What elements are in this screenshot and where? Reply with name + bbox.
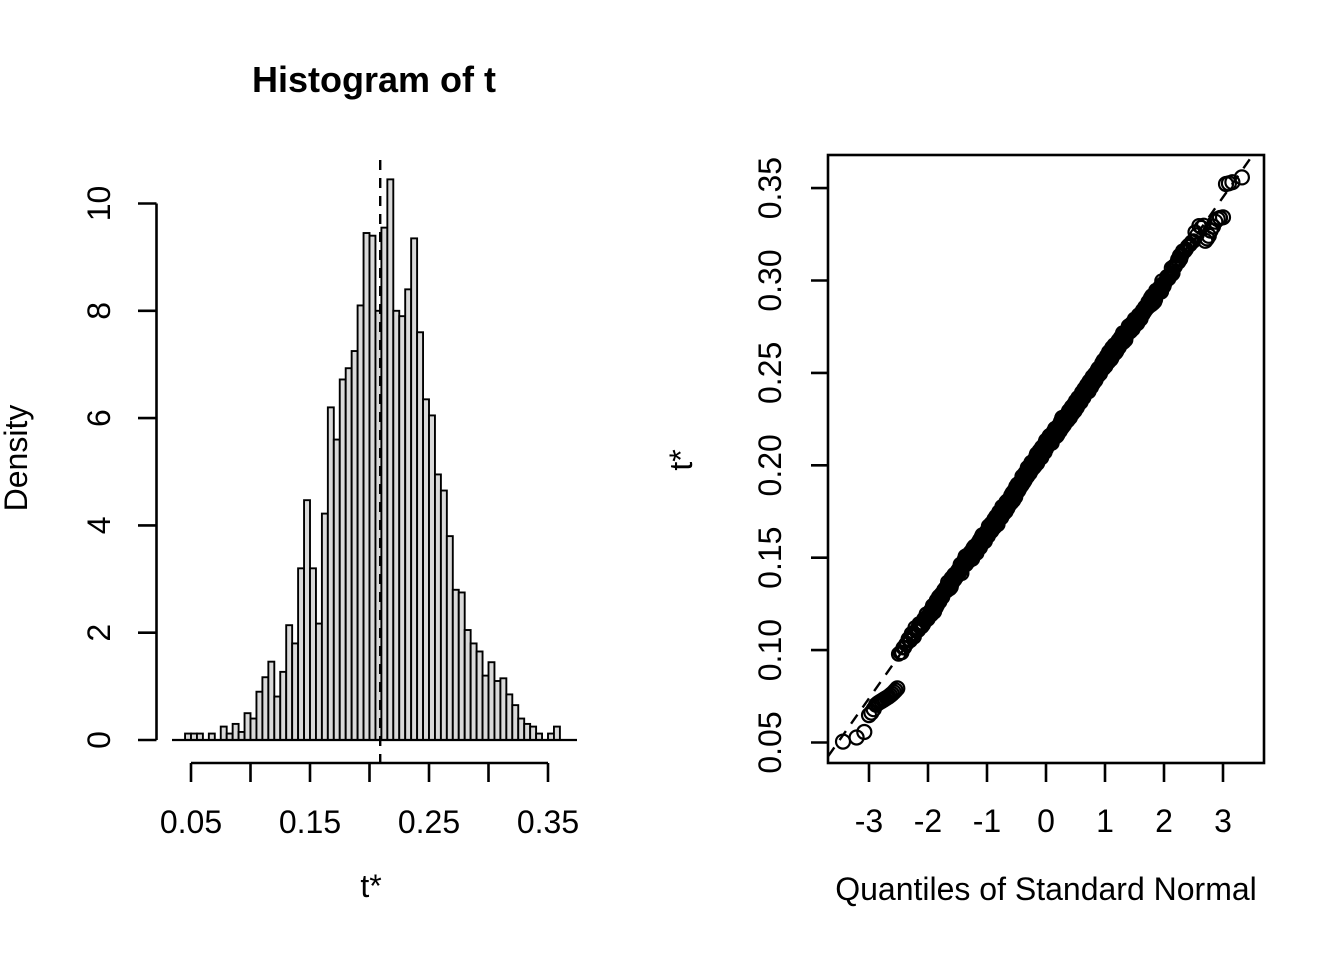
qq-x-tick-label: 2: [1155, 803, 1173, 839]
qq-tail-point: [887, 682, 904, 699]
qq-tail-point: [1214, 209, 1232, 226]
qq-y-tick-label: 0.35: [752, 157, 788, 219]
histogram-x-tick-label: 0.35: [517, 804, 579, 840]
qqplot-xlabel: Quantiles of Standard Normal: [835, 871, 1257, 907]
qq-y-tick-label: 0.15: [752, 527, 788, 589]
histogram-y-tick-label: 4: [81, 517, 117, 535]
qq-x-tick-label: -1: [973, 803, 1001, 839]
histogram-y-tick-label: 6: [81, 409, 117, 427]
histogram-panel: 0 2 4 6 8 10 0.05 0.15 0.25 0.35 Histogram of t t…: [0, 59, 579, 904]
histogram-x-tick-label: 0.15: [279, 804, 341, 840]
qq-y-tick-label: 0.20: [752, 434, 788, 496]
histogram-y-tick-label: 2: [81, 624, 117, 642]
qq-x-tick-label: -3: [855, 803, 883, 839]
qq-x-tick-label: -2: [914, 803, 942, 839]
qq-tail-point: [1207, 213, 1224, 230]
histogram-y-tick-label: 10: [81, 186, 117, 222]
qqplot-ylabel: t*: [663, 449, 699, 470]
qq-x-tick-label: 1: [1096, 803, 1114, 839]
qq-tail-point: [889, 680, 906, 697]
qq-y-tick-label: 0.10: [752, 619, 788, 681]
qq-y-tick-label: 0.30: [752, 249, 788, 311]
histogram-x-tick-label: 0.25: [398, 804, 460, 840]
qq-y-tick-label: 0.05: [752, 711, 788, 773]
qq-tail-point: [885, 684, 902, 701]
qqplot-panel: 0.05 0.10 0.15 0.20 0.25 0.30 0.35 -3 -2 -1 0 1 2 3 Q…: [663, 153, 1266, 907]
qq-tail-point: [883, 685, 901, 703]
histogram-y-tick-label: 0: [81, 731, 117, 749]
histogram-bar: [553, 725, 561, 741]
qq-tail-point: [1224, 174, 1241, 191]
histogram-axes: 0 2 4 6 8 10 0.05 0.15 0.25 0.35: [81, 160, 579, 840]
qq-x-tick-label: 3: [1214, 803, 1232, 839]
qq-x-tick-label: 0: [1037, 803, 1055, 839]
qq-y-tick-label: 0.25: [752, 342, 788, 404]
qqplot-axes: 0.05 0.10 0.15 0.20 0.25 0.30 0.35 -3 -2 -1 0 1 2 3: [752, 153, 1266, 839]
histogram-title: Histogram of t: [252, 59, 496, 100]
qqplot-points: [834, 169, 1251, 750]
histogram-y-tick-label: 8: [81, 302, 117, 320]
histogram-x-tick-label: 0.05: [160, 804, 222, 840]
qq-tail-point: [1233, 169, 1251, 186]
histogram-xlabel: t*: [360, 868, 381, 904]
qq-tail-point: [856, 723, 873, 741]
histogram-ylabel: Density: [0, 405, 34, 512]
